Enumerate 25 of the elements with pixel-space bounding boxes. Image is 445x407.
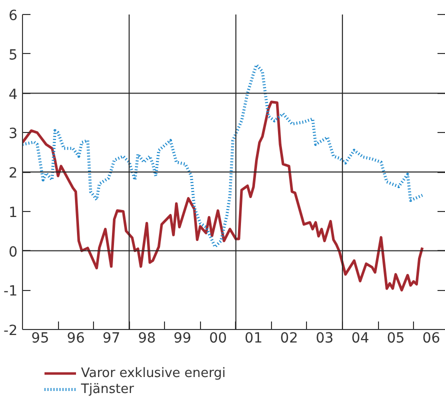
line-series (22, 100, 424, 292)
y-tick-label: 3 (8, 126, 18, 142)
x-tick-label: 06 (422, 330, 440, 346)
x-tick-label: 98 (138, 330, 156, 346)
legend-label: Tjänster (81, 381, 134, 397)
legend-label: Varor exklusive energi (81, 365, 226, 381)
x-tick-label: 05 (386, 330, 405, 346)
x-tick-label: 04 (351, 330, 370, 346)
y-tick-label: 2 (8, 166, 18, 182)
x-tick-label: 03 (316, 330, 334, 346)
y-tick-label: 1 (8, 204, 18, 221)
y-tick-label: 4 (8, 86, 18, 103)
y-tick-label: -1 (4, 284, 18, 300)
y-tick-label: -2 (4, 323, 18, 339)
y-tick-label: 6 (8, 8, 18, 24)
x-tick-label: 01 (244, 330, 262, 346)
y-tick-label: 5 (8, 47, 18, 64)
line-series (22, 63, 424, 248)
y-tick-label: 0 (8, 244, 18, 260)
x-tick-label: 00 (209, 330, 227, 346)
x-tick-label: 95 (31, 330, 50, 346)
x-tick-label: 99 (174, 330, 192, 346)
x-tick-label: 96 (66, 330, 85, 346)
x-tick-label: 02 (280, 330, 298, 346)
x-tick-label: 97 (102, 330, 120, 346)
